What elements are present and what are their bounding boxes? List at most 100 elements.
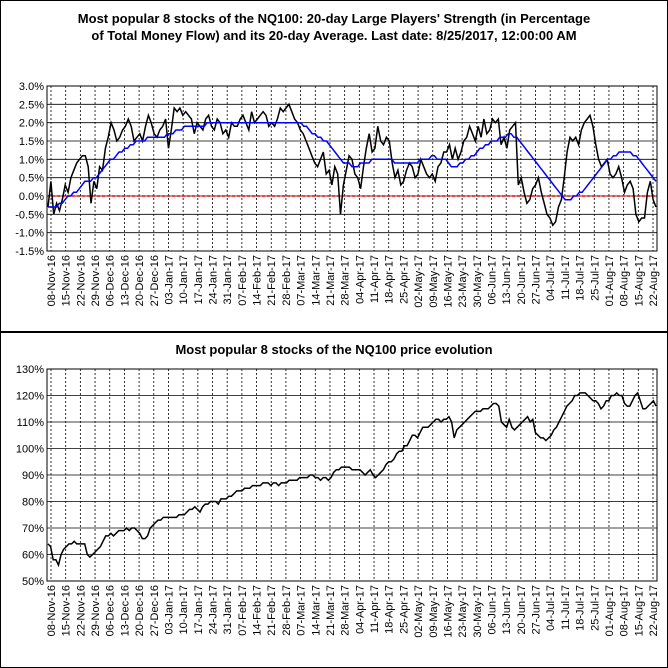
- x-tick-label: 29-Nov-16: [90, 585, 102, 636]
- x-tick-label: 08-Nov-16: [46, 585, 58, 636]
- x-tick-label: 04-Jul-17: [545, 585, 557, 631]
- x-tick-label: 07-Feb-17: [237, 585, 249, 636]
- x-tick-label: 08-Aug-17: [619, 255, 631, 306]
- x-tick-label: 15-Nov-16: [61, 585, 73, 636]
- x-tick-label: 22-Nov-16: [75, 255, 87, 306]
- x-tick-label: 14-Feb-17: [252, 585, 264, 636]
- x-tick-label: 11-Apr-17: [369, 255, 381, 303]
- y-tick-label: 1.0%: [19, 154, 44, 166]
- series-line-1: [48, 121, 657, 208]
- x-tick-label: 23-May-17: [457, 255, 469, 308]
- x-tick-label: 06-Dec-16: [105, 585, 117, 636]
- x-tick-label: 06-Jun-17: [486, 255, 498, 305]
- price-chart-svg: 130% 120% 110% 100% 90% 80% 70% 60% 50%08-Nov-16…: [16, 364, 660, 638]
- y-tick-label: 110%: [17, 417, 45, 429]
- x-tick-label: 11-Jul-17: [560, 585, 572, 630]
- y-tick-label: -1.5%: [15, 246, 44, 258]
- x-tick-label: 18-Jul-17: [575, 255, 587, 301]
- x-tick-label: 13-Jun-17: [501, 255, 513, 305]
- x-tick-label: 11-Jul-17: [560, 255, 572, 300]
- price-chart-title: Most popular 8 stocks of the NQ100 price…: [175, 342, 493, 357]
- x-tick-label: 21-Feb-17: [266, 585, 278, 636]
- x-tick-label: 04-Apr-17: [354, 255, 366, 304]
- y-tick-label: 60%: [22, 550, 44, 562]
- series-line-0: [47, 391, 657, 568]
- x-tick-label: 09-May-17: [428, 585, 440, 638]
- x-tick-label: 20-Dec-16: [134, 585, 146, 636]
- x-tick-label: 30-May-17: [472, 585, 484, 638]
- x-tick-label: 31-Jan-17: [222, 255, 234, 305]
- plot-area: [46, 85, 658, 252]
- y-tick-label: 2.0%: [19, 118, 44, 130]
- y-tick-label: -0.5%: [15, 209, 44, 221]
- x-tick-label: 13-Jun-17: [501, 585, 513, 635]
- x-tick-label: 14-Feb-17: [252, 255, 264, 306]
- x-tick-label: 03-Jan-17: [163, 255, 175, 305]
- y-tick-label: 100%: [16, 444, 44, 456]
- x-tick-label: 21-Mar-17: [325, 585, 337, 636]
- x-tick-label: 07-Feb-17: [237, 255, 249, 306]
- x-tick-label: 25-Apr-17: [398, 585, 410, 634]
- x-tick-label: 08-Nov-16: [46, 255, 58, 306]
- strength-chart-svg: 3.0% 2.5% 2.0% 1.5% 1.0% 0.5% 0.0% -0.5% -1.0% -1…: [15, 81, 660, 308]
- y-tick-label: 50%: [22, 576, 44, 588]
- y-tick-label: 130%: [16, 364, 44, 376]
- x-tick-label: 25-Jul-17: [589, 585, 601, 631]
- x-tick-label: 15-Nov-16: [61, 255, 73, 306]
- x-tick-label: 01-Aug-17: [604, 255, 616, 306]
- x-tick-label: 22-Aug-17: [648, 585, 660, 636]
- x-tick-label: 24-Jan-17: [208, 255, 220, 305]
- x-tick-label: 07-Mar-17: [296, 585, 308, 636]
- x-tick-label: 09-May-17: [428, 255, 440, 308]
- y-tick-label: 70%: [22, 523, 44, 535]
- x-tick-label: 25-Jul-17: [589, 255, 601, 301]
- x-tick-label: 17-Jan-17: [193, 255, 205, 305]
- x-tick-label: 28-Mar-17: [340, 585, 352, 636]
- y-tick-label: 2.5%: [19, 99, 44, 111]
- x-tick-label: 17-Jan-17: [193, 585, 205, 635]
- x-tick-label: 10-Jan-17: [178, 585, 190, 635]
- x-tick-label: 14-Mar-17: [310, 585, 322, 636]
- x-tick-label: 10-Jan-17: [178, 255, 190, 305]
- x-tick-label: 28-Mar-17: [340, 255, 352, 306]
- x-tick-label: 02-May-17: [413, 585, 425, 638]
- x-tick-label: 21-Feb-17: [266, 255, 278, 306]
- x-tick-label: 24-Jan-17: [208, 585, 220, 635]
- x-tick-label: 25-Apr-17: [398, 255, 410, 304]
- x-tick-label: 15-Aug-17: [633, 255, 645, 306]
- x-tick-label: 27-Dec-16: [149, 255, 161, 306]
- x-tick-label: 03-Jan-17: [163, 585, 175, 635]
- strength-chart-title-line1: Most popular 8 stocks of the NQ100: 20-d…: [77, 11, 591, 26]
- x-tick-label: 02-May-17: [413, 255, 425, 308]
- x-tick-label: 16-May-17: [442, 585, 454, 638]
- y-tick-label: 1.5%: [19, 136, 44, 148]
- x-tick-label: 18-Jul-17: [575, 585, 587, 631]
- y-tick-label: 120%: [16, 391, 44, 403]
- x-tick-label: 22-Aug-17: [648, 255, 660, 306]
- x-tick-label: 31-Jan-17: [222, 585, 234, 635]
- strength-chart-panel: Most popular 8 stocks of the NQ100: 20-d…: [0, 0, 668, 332]
- x-tick-label: 13-Dec-16: [119, 585, 131, 636]
- x-tick-label: 27-Jun-17: [531, 255, 543, 305]
- x-tick-label: 18-Apr-17: [384, 255, 396, 304]
- x-tick-label: 22-Nov-16: [75, 585, 87, 636]
- price-chart-panel: Most popular 8 stocks of the NQ100 price…: [0, 332, 668, 668]
- x-tick-label: 28-Feb-17: [281, 585, 293, 636]
- y-tick-label: 90%: [22, 470, 44, 482]
- series-line-0: [47, 102, 657, 227]
- x-tick-label: 16-May-17: [442, 255, 454, 308]
- x-tick-label: 01-Aug-17: [604, 585, 616, 636]
- x-tick-label: 23-May-17: [457, 585, 469, 638]
- x-tick-label: 28-Feb-17: [281, 255, 293, 306]
- x-tick-label: 15-Aug-17: [633, 585, 645, 636]
- x-tick-label: 06-Jun-17: [486, 585, 498, 635]
- x-tick-label: 27-Dec-16: [149, 585, 161, 636]
- x-tick-label: 21-Mar-17: [325, 255, 337, 306]
- x-tick-label: 08-Aug-17: [619, 585, 631, 636]
- y-tick-label: 0.5%: [19, 173, 44, 185]
- x-tick-label: 29-Nov-16: [90, 255, 102, 306]
- strength-chart-title-line2: of Total Money Flow) and its 20-day Aver…: [91, 28, 577, 43]
- x-tick-label: 27-Jun-17: [531, 585, 543, 635]
- x-tick-label: 11-Apr-17: [369, 585, 381, 633]
- y-tick-label: 0.0%: [19, 191, 44, 203]
